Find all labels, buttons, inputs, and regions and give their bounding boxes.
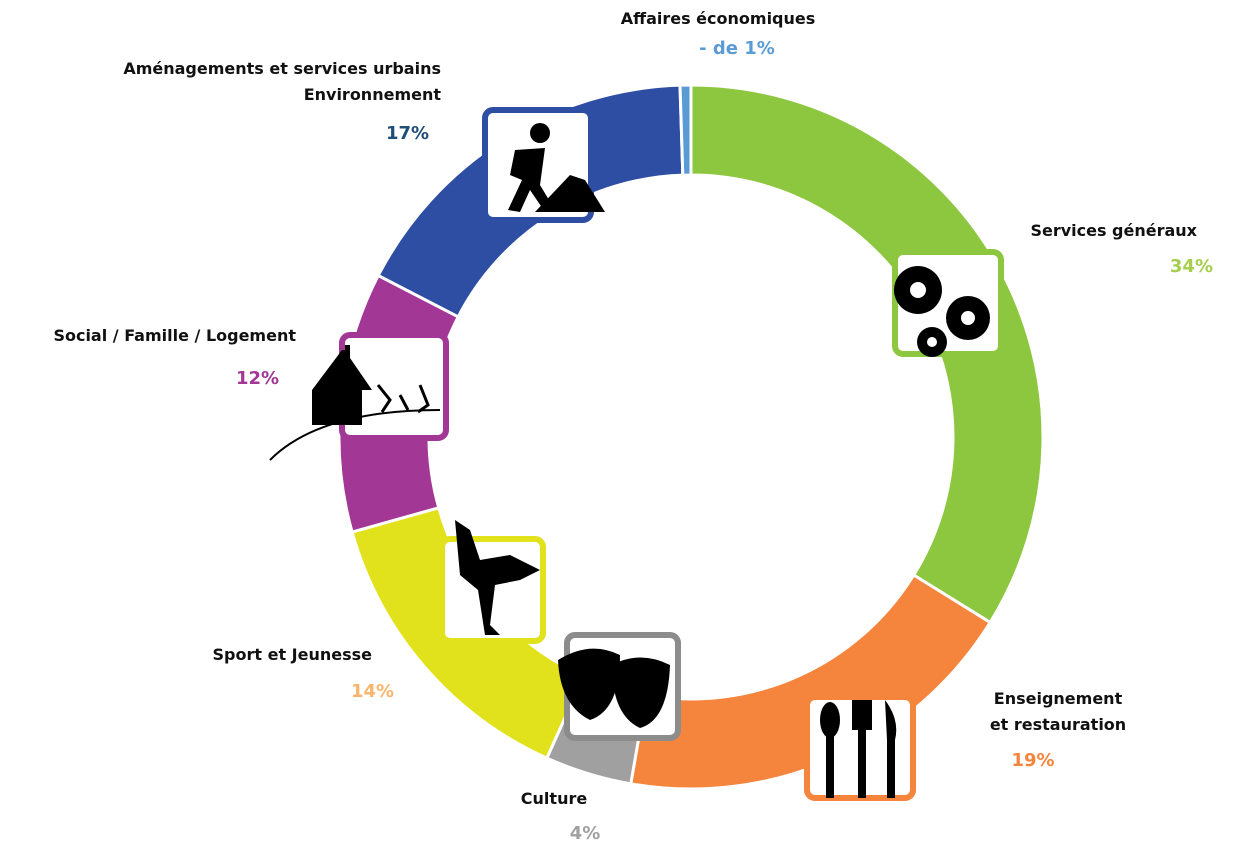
value-label: - de 1% xyxy=(699,38,775,59)
icon-gears xyxy=(894,266,990,357)
category-label: Aménagements et services urbains Environ… xyxy=(123,59,441,104)
value-label: 4% xyxy=(569,823,601,844)
icon-house xyxy=(269,345,441,461)
icon-cutlery xyxy=(820,700,897,798)
category-label: Affaires économiques xyxy=(620,9,816,28)
value-label: 17% xyxy=(385,123,430,144)
icon-dancer xyxy=(455,520,540,635)
icons xyxy=(269,107,1004,801)
donut-segment xyxy=(689,83,1045,625)
donut-segment xyxy=(678,83,693,177)
category-label: Services généraux xyxy=(1030,221,1197,240)
value-label: 14% xyxy=(350,681,395,702)
value-label: 34% xyxy=(1169,256,1213,277)
value-label: 12% xyxy=(235,368,280,389)
category-label: Culture xyxy=(520,789,588,808)
category-label: Enseignement et restauration xyxy=(989,689,1127,734)
category-label: Sport et Jeunesse xyxy=(212,645,372,664)
icon-masks xyxy=(558,648,670,728)
category-label: Social / Famille / Logement xyxy=(53,326,296,345)
icon-worker xyxy=(508,123,605,212)
value-label: 19% xyxy=(1011,750,1055,771)
